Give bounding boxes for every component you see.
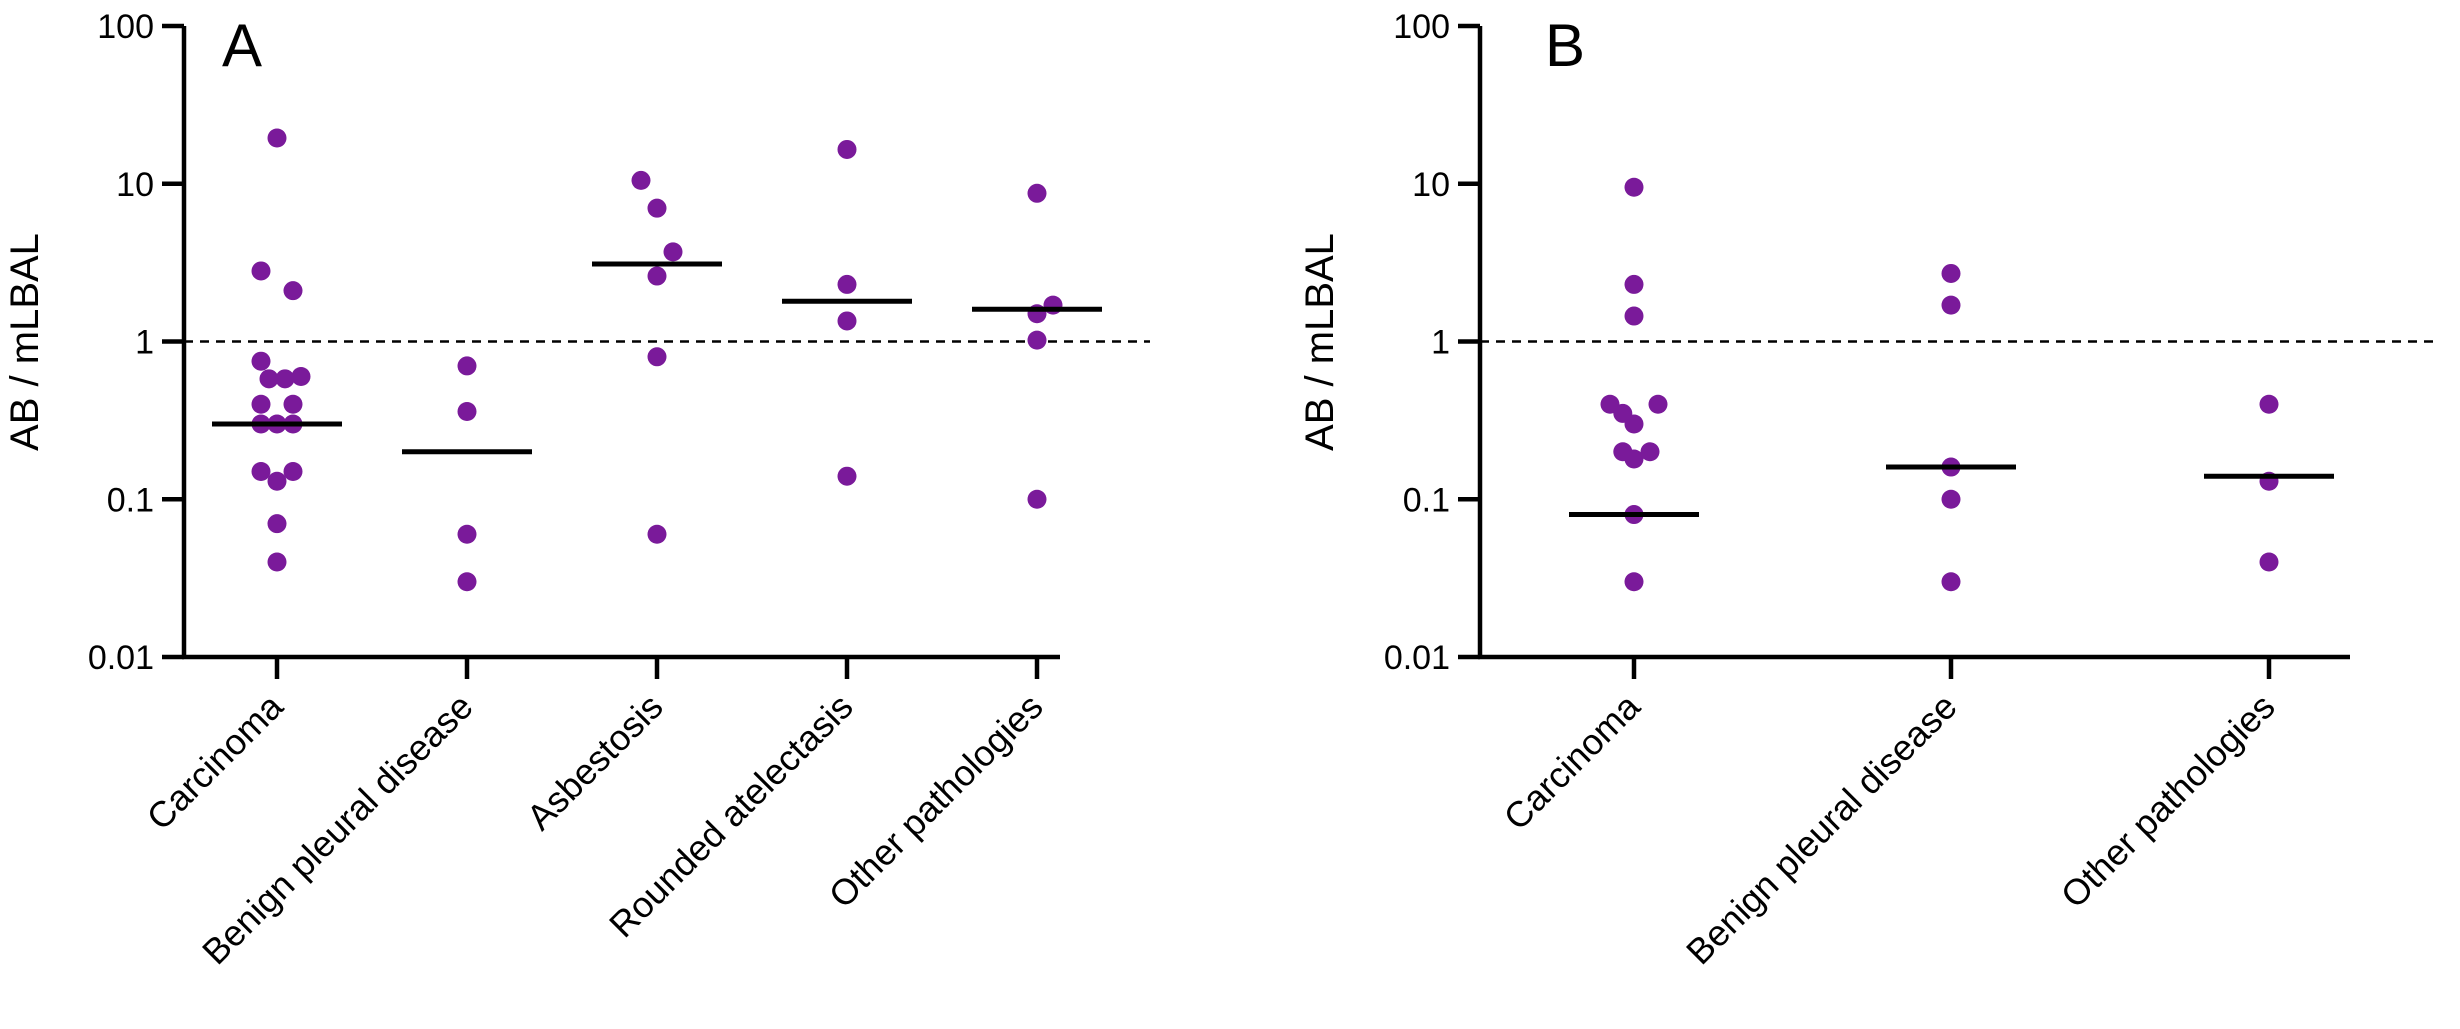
data-point <box>259 369 279 389</box>
y-tick-label: 0.01 <box>1384 639 1450 677</box>
data-point <box>1941 489 1961 509</box>
data-point <box>267 471 287 491</box>
data-point <box>283 281 303 301</box>
data-point <box>837 274 857 294</box>
data-point <box>267 552 287 572</box>
y-tick-label: 0.1 <box>1403 481 1450 519</box>
data-point <box>2259 552 2279 572</box>
data-point <box>251 461 271 481</box>
data-point <box>1640 442 1660 462</box>
data-point <box>283 394 303 414</box>
y-tick-label: 100 <box>1393 8 1450 46</box>
data-point <box>837 139 857 159</box>
data-point <box>457 401 477 421</box>
data-point <box>1027 183 1047 203</box>
y-axis-label: AB / mLBAL <box>1298 233 1342 451</box>
data-point <box>457 356 477 376</box>
panel-label: A <box>222 12 262 79</box>
data-point <box>1027 489 1047 509</box>
y-axis-label: AB / mLBAL <box>3 233 47 451</box>
data-point <box>291 366 311 386</box>
data-point <box>283 461 303 481</box>
y-tick-label: 10 <box>116 166 154 204</box>
data-point <box>1941 263 1961 283</box>
y-tick-label: 100 <box>97 8 154 46</box>
y-tick-label: 0.1 <box>107 481 154 519</box>
data-point <box>1941 572 1961 592</box>
data-point <box>457 524 477 544</box>
x-tick-label: Other pathologies <box>821 686 1051 916</box>
data-point <box>1624 177 1644 197</box>
x-tick-label: Other pathologies <box>2053 686 2283 916</box>
data-point <box>647 524 667 544</box>
data-point <box>1624 274 1644 294</box>
data-point <box>457 572 477 592</box>
y-tick-label: 1 <box>135 324 154 362</box>
data-point <box>663 242 683 262</box>
data-point <box>837 466 857 486</box>
chart-panel-B: B 0.01 0.1 1 10 100 AB / mLBAL Carcinoma Benign … <box>1298 8 2440 972</box>
data-point <box>837 311 857 331</box>
data-point <box>647 266 667 286</box>
x-tick-label: Benign pleural disease <box>1678 686 1965 973</box>
data-point <box>647 347 667 367</box>
data-point <box>251 261 271 281</box>
data-point <box>1648 394 1668 414</box>
panel-label: B <box>1545 12 1585 79</box>
data-point <box>1624 449 1644 469</box>
x-tick-label: Carcinoma <box>139 685 292 838</box>
data-point <box>1624 414 1644 434</box>
data-point <box>1941 295 1961 315</box>
data-point <box>1624 306 1644 326</box>
data-point <box>1624 572 1644 592</box>
y-tick-label: 10 <box>1412 166 1450 204</box>
data-point <box>267 128 287 148</box>
data-point <box>275 369 295 389</box>
data-point <box>1027 330 1047 350</box>
data-point <box>647 198 667 218</box>
data-point <box>251 394 271 414</box>
x-tick-label: Carcinoma <box>1496 685 1649 838</box>
data-point <box>267 514 287 534</box>
y-tick-label: 1 <box>1431 324 1450 362</box>
data-point <box>251 351 271 371</box>
data-point <box>631 170 651 190</box>
y-tick-label: 0.01 <box>88 639 154 677</box>
data-point <box>2259 394 2279 414</box>
x-tick-label: Asbestosis <box>519 686 671 838</box>
